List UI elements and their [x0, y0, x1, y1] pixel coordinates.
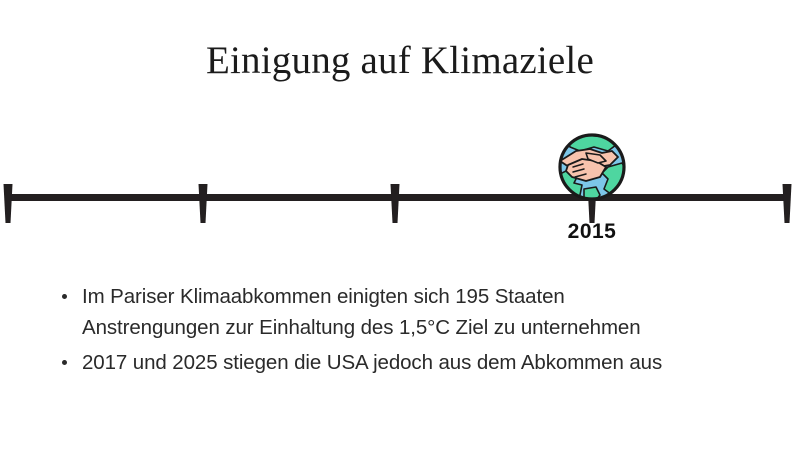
- bullet-list: Im Pariser Klimaabkommen einigten sich 1…: [56, 281, 776, 382]
- timeline: 2015: [0, 120, 800, 255]
- list-item-line: Im Pariser Klimaabkommen einigten sich 1…: [82, 285, 565, 308]
- list-item: 2017 und 2025 stiegen die USA jedoch aus…: [56, 347, 776, 378]
- timeline-ticks: [3, 184, 792, 223]
- timeline-tick-3: [390, 184, 400, 223]
- timeline-tick-5: [782, 184, 792, 223]
- timeline-tick-2: [198, 184, 208, 223]
- globe-handshake-icon: [556, 131, 628, 203]
- globe-continents: [560, 135, 624, 199]
- timeline-axis: [3, 184, 792, 223]
- timeline-tick-1: [3, 184, 13, 223]
- globe-outline: [558, 133, 626, 201]
- list-item-line: 2017 und 2025 stiegen die USA jedoch aus…: [82, 351, 663, 374]
- list-item: Im Pariser Klimaabkommen einigten sich 1…: [56, 281, 776, 343]
- list-item-line: Anstrengungen zur Einhaltung des 1,5°C Z…: [82, 316, 641, 339]
- page-title: Einigung auf Klimaziele: [206, 39, 594, 82]
- timeline-year-label: 2015: [567, 220, 617, 243]
